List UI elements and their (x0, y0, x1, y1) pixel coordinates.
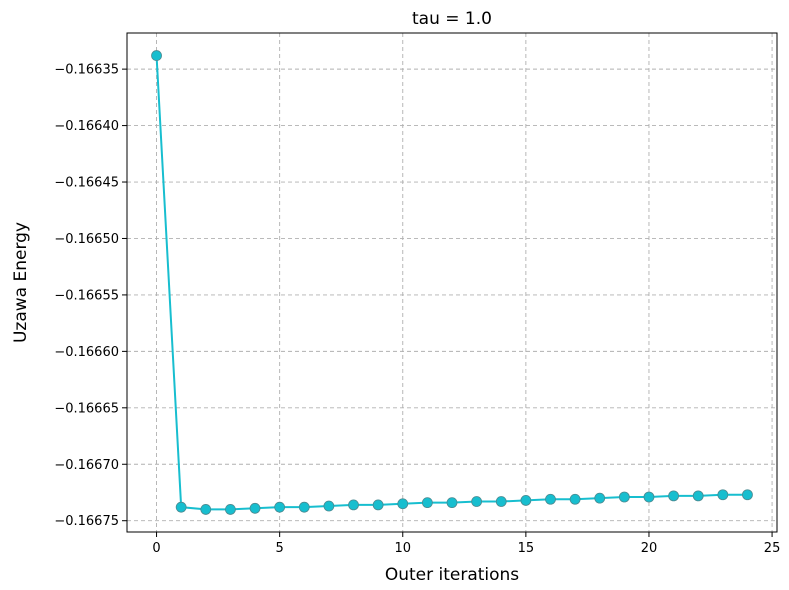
data-point (397, 498, 409, 510)
data-point (717, 489, 729, 501)
y-tick-label: −0.16635 (54, 63, 119, 78)
data-point (742, 489, 753, 501)
ticks: 0 5 10 15 20 25 −0.16635 −0.16640 −0.16645 −0.166… (54, 63, 780, 556)
data-point (569, 493, 581, 505)
data-point (692, 490, 704, 502)
data-point (446, 497, 458, 509)
data-point (471, 496, 483, 507)
x-tick-label: 10 (394, 541, 411, 556)
series-layer (151, 50, 753, 515)
x-tick-label: 5 (276, 541, 284, 556)
data-point (348, 499, 359, 511)
data-point (495, 496, 507, 507)
data-point (323, 500, 335, 512)
x-tick-label: 25 (764, 541, 781, 556)
y-tick-label: −0.16645 (54, 176, 119, 191)
data-point (421, 497, 433, 509)
data-point (225, 504, 236, 515)
data-point (668, 490, 679, 502)
x-tick-label: 0 (152, 541, 160, 556)
data-point (249, 502, 261, 514)
data-point (274, 501, 286, 513)
plot-frame (126, 32, 778, 533)
grid (127, 33, 777, 532)
data-point (372, 499, 384, 511)
y-tick-label: −0.16640 (54, 119, 119, 134)
x-tick-label: 15 (518, 541, 535, 556)
y-tick-label: −0.16670 (54, 458, 119, 473)
data-point (643, 491, 655, 503)
x-tick-label: 20 (641, 541, 658, 556)
y-tick-label: −0.16650 (54, 232, 119, 247)
y-tick-label: −0.16660 (54, 345, 119, 360)
data-point (545, 493, 556, 505)
data-point (618, 491, 630, 503)
y-tick-label: −0.16675 (54, 514, 119, 529)
data-point (200, 504, 212, 515)
y-tick-label: −0.16655 (54, 288, 119, 303)
chart-title: tau = 1.0 (412, 9, 492, 29)
y-tick-label: −0.16665 (54, 401, 119, 416)
data-point (151, 50, 162, 61)
data-point (520, 494, 532, 506)
x-axis-title: Outer iterations (385, 565, 519, 585)
data-point (594, 492, 606, 504)
series-line (155, 55, 748, 511)
y-axis-title: Uzawa Energy (11, 222, 31, 343)
data-point (298, 501, 310, 513)
data-point (175, 501, 187, 513)
